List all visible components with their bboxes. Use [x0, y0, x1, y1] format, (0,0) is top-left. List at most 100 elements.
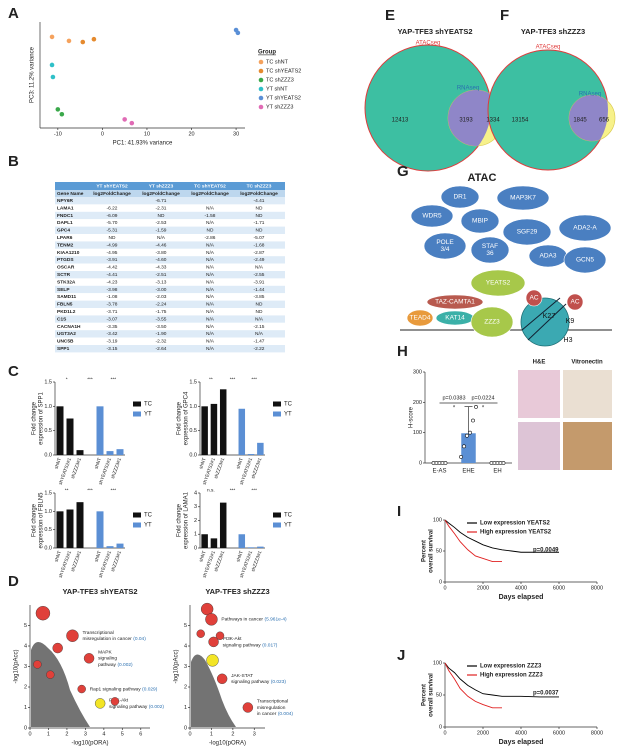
- bar: [247, 547, 255, 548]
- legend-label: YT shNT: [266, 86, 288, 92]
- table-cell: -4.33: [156, 265, 167, 271]
- significance: ***: [111, 487, 117, 493]
- x-tick-label: 3: [84, 731, 87, 737]
- nucleosome: [520, 297, 570, 347]
- pathway-pvalue: (0.002): [117, 662, 133, 668]
- y-tick-label: 1.5: [44, 379, 52, 385]
- subunit: [502, 218, 552, 246]
- chart: -10 0 10 20 30 PC3: 11.2% variance PC1: 41.93%…: [30, 22, 301, 147]
- table-cell: STK32A: [57, 279, 76, 285]
- bubble: [33, 660, 42, 669]
- point: [122, 117, 127, 122]
- subunit: [496, 185, 550, 211]
- table-cell: ND: [256, 302, 263, 308]
- table-cell: N/A: [206, 316, 215, 322]
- venn-title: YAP-TFE3 shYEATS2: [397, 27, 472, 36]
- bar: [116, 543, 124, 548]
- subunit: [410, 204, 454, 228]
- bar: [76, 502, 84, 548]
- bar: [116, 449, 124, 455]
- table-cell: -4.41: [254, 198, 265, 204]
- table-cell: -6.71: [156, 198, 167, 204]
- y-axis-label: H-score: [409, 406, 415, 428]
- y-tick-label: 0.5: [189, 428, 197, 434]
- table-cell: UGT3A2: [57, 331, 76, 337]
- p-value: p=0.0383: [442, 395, 465, 401]
- significance: ***: [230, 487, 236, 493]
- table-row: [55, 248, 285, 257]
- subunit-label: H3: [564, 337, 573, 344]
- y-tick-label: 3: [24, 664, 27, 670]
- y-tick-label: 0: [194, 545, 197, 551]
- group-header: YT shZZZ3: [149, 183, 174, 189]
- subunit-label: ZZZ3: [484, 319, 500, 326]
- table-cell: -2.86: [205, 235, 216, 241]
- table-cell: N/A: [206, 287, 215, 293]
- table-cell: N/A: [206, 309, 215, 315]
- legend-swatch: [258, 59, 264, 65]
- y-tick-label: 100: [433, 517, 442, 523]
- y-tick-label: 1: [194, 532, 197, 538]
- pathway-pvalue: (0.017): [262, 642, 278, 648]
- group-header: TC shZZZ3: [247, 183, 272, 189]
- bar: [66, 418, 74, 455]
- panel-label: J: [397, 647, 405, 664]
- venn-count: 13154: [512, 118, 529, 124]
- bubble: [77, 684, 86, 694]
- legend-label: TC shZZZ3: [266, 77, 294, 83]
- bar: [56, 511, 64, 548]
- subunit: [460, 208, 500, 234]
- venn-f: [487, 49, 616, 171]
- chart: 0 50 100 0 2000 4000 6000 8000 Percent overall su…: [422, 660, 604, 745]
- table-row: [55, 293, 285, 301]
- table-cell: -4.99: [107, 242, 118, 248]
- chart: 0.0 0.5 1.0 1.5 Fold change expression of FBL…: [32, 487, 153, 579]
- table-cell: -3.91: [254, 279, 265, 285]
- table-cell: -1.59: [156, 228, 167, 234]
- bubble: [196, 629, 205, 638]
- bubble: [94, 698, 106, 709]
- category-label: E-AS: [432, 469, 446, 475]
- y-axis-label: Fold change: [177, 401, 183, 435]
- legend-swatch: [258, 95, 264, 101]
- table-cell: -3.71: [107, 309, 118, 315]
- table-cell: N/A: [157, 235, 166, 241]
- pathway-label: misregulation in cancer: [82, 636, 132, 642]
- y-tick-label: 3: [194, 504, 197, 510]
- y-tick-label: 50: [436, 692, 442, 698]
- table-cell: -3.07: [107, 316, 118, 322]
- y-tick-label: 0.5: [44, 527, 52, 533]
- x-axis-label: Days elapsed: [499, 594, 544, 601]
- y-axis-label: PC3: 11.2% variance: [30, 46, 36, 103]
- table-cell: KIAA1210: [57, 250, 80, 256]
- subunit-label: DR1: [453, 194, 466, 201]
- legend-label: YT: [144, 412, 152, 418]
- bubble: [83, 653, 95, 664]
- table-cell: -2.31: [156, 205, 167, 211]
- chart: 0 1 2 3 4 Fold change expression of LAMA1 shNT s…: [177, 487, 293, 579]
- x-tick-label: 6: [139, 731, 142, 737]
- pathway-label: Rap1 signaling pathway: [90, 686, 142, 692]
- significance: **: [209, 376, 213, 382]
- p-value: p=0.0037: [533, 691, 559, 697]
- table-cell: C1S: [57, 316, 67, 322]
- y-axis-label: Percent: [422, 684, 428, 706]
- table-cell: N/A: [206, 331, 215, 337]
- subunit-label: KAT14: [445, 315, 465, 322]
- bubble-cloud: [191, 654, 236, 727]
- x-tick-label: 0: [188, 731, 191, 737]
- subunit: [423, 232, 467, 260]
- chart: 0 1 2 3 4 5 0 1 2 3 4 5 6 -log10(pAcc) -log10(pORA) YAP…: [14, 587, 165, 747]
- legend-swatch: [133, 411, 141, 417]
- x-tick-label: 2000: [477, 585, 489, 591]
- y-axis-label: Fold change: [177, 503, 183, 537]
- y-tick-label: 1: [184, 705, 187, 711]
- table-cell: SPP1: [57, 346, 70, 352]
- pathway-label: in cancer: [257, 711, 277, 717]
- y-axis-label: Fold change: [32, 503, 38, 537]
- legend-swatch: [258, 77, 264, 83]
- y-axis-label: Fold change: [32, 401, 38, 435]
- legend-label: TC: [284, 513, 293, 519]
- table-cell: -3.85: [254, 294, 265, 300]
